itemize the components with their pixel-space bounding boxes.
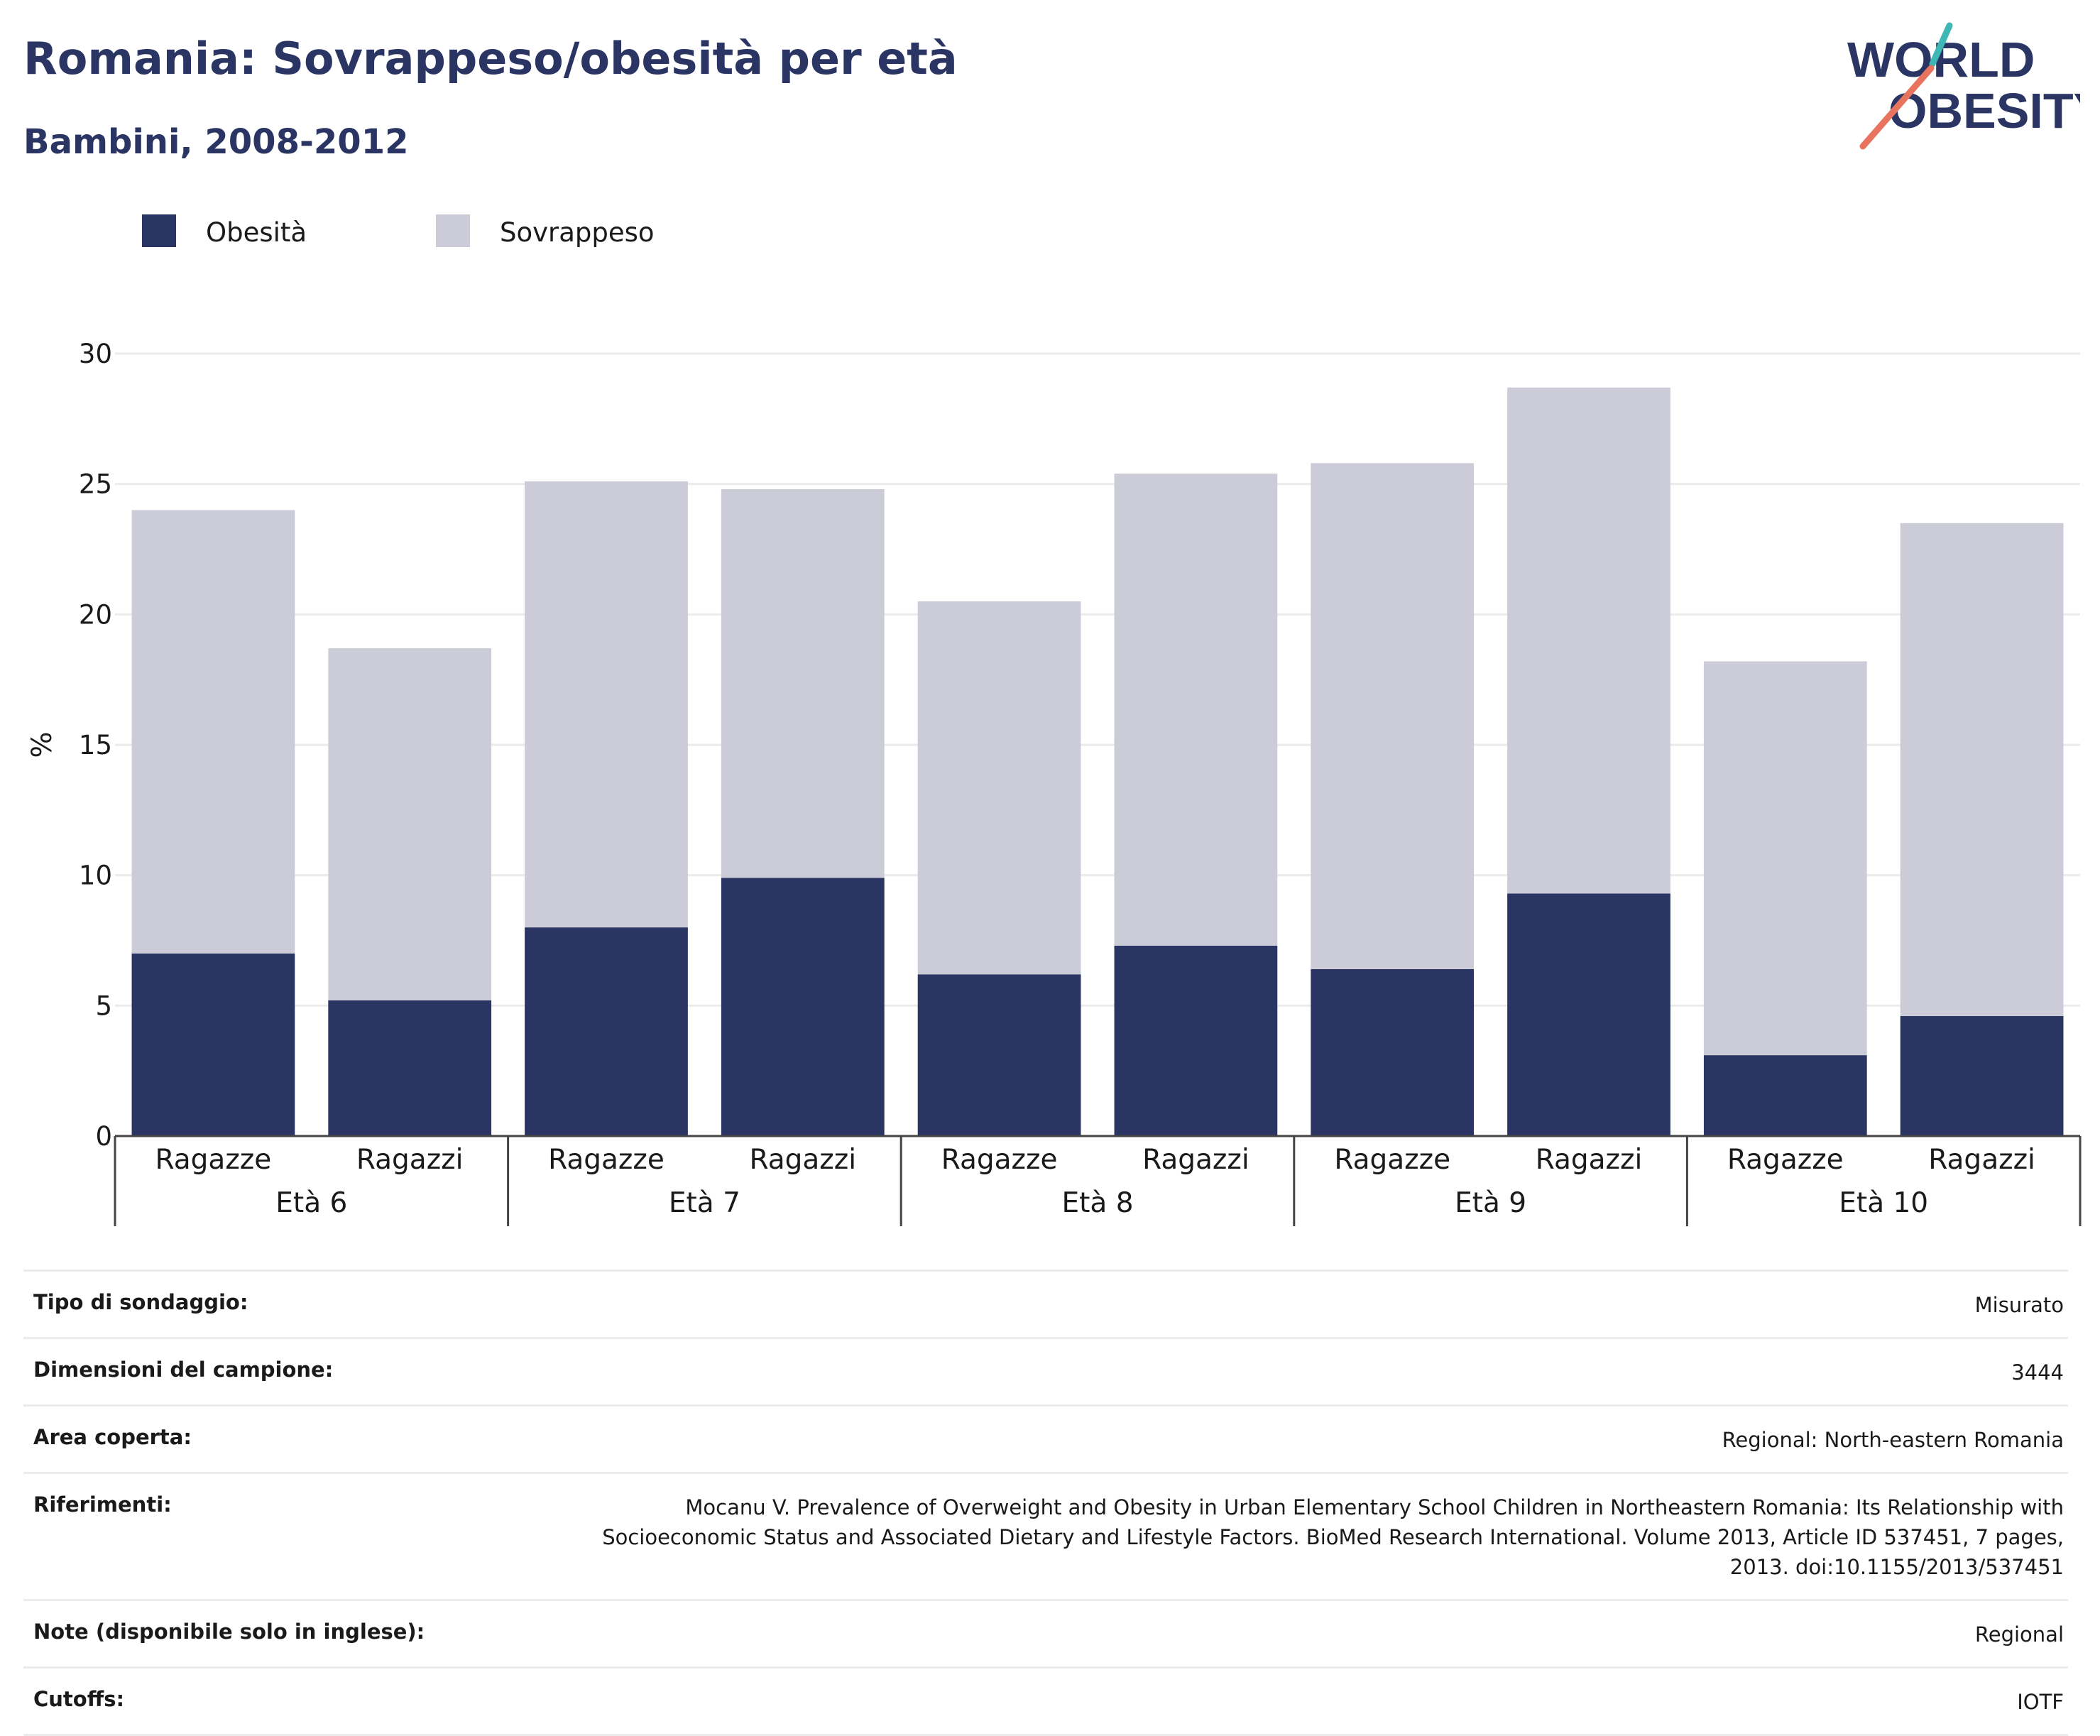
y-tick-label-0: 0	[95, 1121, 112, 1152]
x-tick-label-9: Ragazzi	[1928, 1144, 2035, 1176]
bar-overweight-5	[1114, 473, 1278, 946]
bar-overweight-8	[1703, 661, 1867, 1056]
info-row: Dimensioni del campione: 3444	[23, 1337, 2068, 1404]
bar-obesity-1	[328, 1000, 492, 1136]
legend-label-1: Sovrappeso	[500, 217, 655, 248]
info-label: Area coperta:	[33, 1425, 192, 1450]
y-tick-label-2: 10	[79, 861, 112, 891]
chart-bars	[131, 387, 2064, 1136]
x-tick-label-4: Ragazze	[941, 1144, 1058, 1176]
y-axis: 0 5 10 15 20 25 30%	[26, 339, 112, 1152]
x-tick-label-0: Ragazze	[155, 1144, 272, 1176]
page-title: Romania: Sovrappeso/obesità per età	[23, 33, 958, 84]
info-label: Riferimenti:	[33, 1492, 172, 1517]
page-subtitle: Bambini, 2008-2012	[23, 122, 409, 162]
y-tick-label-6: 30	[79, 339, 112, 369]
y-axis-label: %	[26, 731, 58, 758]
info-label: Cutoffs:	[33, 1687, 125, 1712]
bar-overweight-3	[721, 489, 885, 878]
bar-overweight-1	[328, 648, 492, 1000]
world-obesity-logo: WORLD OBESITY	[1847, 22, 2080, 150]
bar-overweight-2	[525, 481, 688, 928]
info-value: Regional: North-eastern Romania	[1722, 1428, 2064, 1453]
bar-obesity-4	[917, 974, 1081, 1136]
info-row: Area coperta: Regional: North-eastern Rom…	[23, 1404, 2068, 1472]
bar-obesity-9	[1900, 1016, 2064, 1136]
info-value: Mocanu V. Prevalence of Overweight and O…	[602, 1495, 2064, 1580]
info-value: IOTF	[2017, 1690, 2064, 1715]
x-tick-label-7: Ragazzi	[1536, 1144, 1643, 1176]
info-label: Tipo di sondaggio:	[33, 1290, 248, 1314]
group-label-3: Età 9	[1455, 1187, 1526, 1219]
x-tick-label-6: Ragazze	[1334, 1144, 1450, 1176]
x-axis: Ragazze Ragazzi Ragazze Ragazzi Ragazze Ragaz…	[114, 1135, 2082, 1226]
legend-swatch-0	[142, 214, 176, 247]
x-tick-label-1: Ragazzi	[356, 1144, 464, 1176]
y-tick-label-3: 15	[79, 730, 112, 760]
info-value: 3444	[2011, 1360, 2064, 1385]
x-tick-label-2: Ragazze	[548, 1144, 665, 1176]
bar-obesity-8	[1703, 1055, 1867, 1136]
group-label-2: Età 8	[1061, 1187, 1133, 1219]
info-row: Note (disponibile solo in inglese): Regio…	[23, 1599, 2068, 1666]
bar-overweight-9	[1900, 523, 2064, 1017]
chart-legend: Obesità Sovrappeso	[142, 214, 655, 248]
y-tick-label-4: 20	[79, 599, 112, 630]
bar-obesity-6	[1311, 968, 1475, 1136]
logo-slash-bottom	[1859, 65, 1935, 150]
info-value: Regional	[1974, 1622, 2064, 1647]
info-label: Note (disponibile solo in inglese):	[33, 1620, 425, 1644]
info-row: Riferimenti: Mocanu V. Prevalence of Over…	[23, 1472, 2068, 1599]
group-label-1: Età 7	[669, 1187, 740, 1219]
bar-overweight-4	[917, 601, 1081, 975]
group-label-0: Età 6	[275, 1187, 347, 1219]
y-tick-label-5: 25	[79, 469, 112, 500]
info-row: Cutoffs: IOTF	[23, 1666, 2068, 1736]
y-tick-label-1: 5	[95, 990, 112, 1021]
bar-obesity-2	[525, 927, 688, 1136]
legend-swatch-1	[436, 214, 470, 247]
bar-overweight-7	[1507, 387, 1670, 894]
x-tick-label-8: Ragazze	[1727, 1144, 1844, 1176]
bar-obesity-7	[1507, 893, 1670, 1136]
legend-label-0: Obesità	[206, 217, 307, 248]
bar-obesity-0	[131, 953, 295, 1136]
bar-obesity-3	[721, 878, 885, 1136]
x-tick-label-3: Ragazzi	[750, 1144, 857, 1176]
survey-info-table: Tipo di sondaggio: Misurato Dimensioni del…	[23, 1270, 2068, 1736]
info-row: Tipo di sondaggio: Misurato	[23, 1270, 2068, 1337]
x-tick-label-5: Ragazzi	[1142, 1144, 1249, 1176]
logo-slash-top	[1929, 22, 1953, 67]
logo-line-obesity: OBESITY	[1888, 83, 2080, 138]
info-label: Dimensioni del campione:	[33, 1358, 334, 1382]
bar-overweight-0	[131, 510, 295, 954]
info-value: Misurato	[1974, 1293, 2064, 1317]
bar-overweight-6	[1311, 463, 1475, 969]
group-label-4: Età 10	[1839, 1187, 1928, 1219]
bar-obesity-5	[1114, 945, 1278, 1136]
